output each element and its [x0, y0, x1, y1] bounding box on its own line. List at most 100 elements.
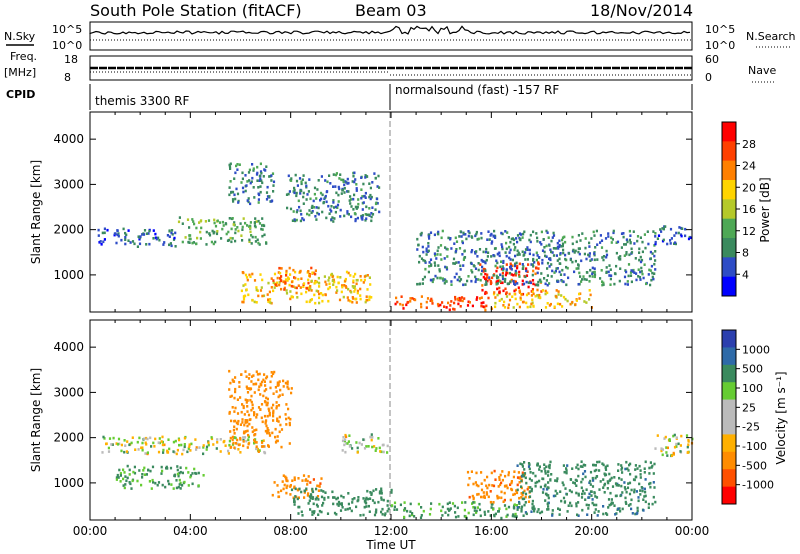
heatmap-cell — [627, 469, 630, 472]
colorbar-tick-label: -100 — [742, 440, 767, 453]
heatmap-cell — [310, 298, 313, 301]
heatmap-cell — [483, 510, 486, 514]
heatmap-cell — [403, 501, 406, 504]
heatmap-cell — [125, 233, 128, 237]
heatmap-cell — [513, 503, 516, 506]
heatmap-cell — [356, 205, 359, 209]
heatmap-cell — [584, 464, 587, 467]
heatmap-cell — [422, 259, 425, 262]
heatmap-cell — [516, 266, 519, 270]
heatmap-cell — [520, 510, 523, 513]
heatmap-cell — [607, 498, 611, 501]
heatmap-cell — [579, 275, 582, 278]
heatmap-cell — [337, 200, 340, 203]
heatmap-cell — [564, 257, 567, 261]
heatmap-cell — [485, 491, 488, 494]
heatmap-cell — [467, 483, 470, 487]
heatmap-cell — [416, 282, 419, 286]
heatmap-cell — [170, 244, 173, 248]
heatmap-cell — [102, 240, 105, 244]
heatmap-cell — [672, 434, 675, 438]
heatmap-cell — [582, 489, 585, 493]
heatmap-cell — [504, 287, 507, 291]
heatmap-cell — [231, 190, 235, 194]
heatmap-cell — [487, 296, 490, 300]
heatmap-cell — [423, 259, 427, 263]
heatmap-cell — [501, 247, 504, 251]
heatmap-cell — [341, 189, 344, 192]
heatmap-cell — [591, 272, 594, 276]
heatmap-cell — [307, 270, 310, 273]
heatmap-cell — [316, 505, 319, 508]
heatmap-cell — [608, 274, 611, 277]
heatmap-cell — [516, 234, 520, 237]
heatmap-cell — [308, 499, 311, 503]
heatmap-cell — [186, 450, 189, 454]
heatmap-cell — [138, 436, 141, 440]
heatmap-cell — [188, 237, 191, 241]
freq-tick-bottom: 8 — [64, 71, 71, 84]
heatmap-cell — [540, 510, 544, 514]
heatmap-cell — [185, 466, 188, 470]
heatmap-cell — [270, 374, 273, 378]
heatmap-cell — [288, 283, 291, 287]
heatmap-cell — [629, 274, 633, 277]
heatmap-cell — [253, 300, 256, 304]
heatmap-cell — [615, 264, 618, 268]
heatmap-cell — [526, 246, 529, 249]
heatmap-cell — [475, 483, 478, 487]
colorbar-swatch — [722, 160, 736, 181]
heatmap-cell — [324, 280, 327, 284]
heatmap-cell — [528, 477, 531, 481]
heatmap-cell — [479, 278, 482, 282]
heatmap-cell — [602, 283, 605, 286]
heatmap-cell — [365, 496, 368, 500]
heatmap-cell — [228, 410, 231, 414]
heatmap-cell — [255, 445, 258, 448]
heatmap-cell — [344, 433, 347, 437]
heatmap-cell — [509, 240, 512, 244]
heatmap-cell — [562, 496, 566, 500]
heatmap-cell — [644, 460, 647, 464]
heatmap-cell — [468, 477, 471, 480]
heatmap-cell — [666, 446, 669, 450]
heatmap-cell — [556, 477, 559, 480]
heatmap-cell — [227, 238, 231, 242]
heatmap-cell — [585, 301, 588, 304]
heatmap-cell — [642, 509, 645, 512]
heatmap-cell — [577, 492, 580, 496]
heatmap-cell — [510, 265, 513, 268]
heatmap-cell — [282, 487, 285, 491]
heatmap-cell — [374, 177, 377, 180]
heatmap-cell — [500, 231, 503, 235]
heatmap-cell — [300, 490, 303, 494]
heatmap-cell — [505, 507, 508, 511]
heatmap-cell — [577, 467, 580, 471]
heatmap-cell — [323, 498, 326, 501]
heatmap-cell — [353, 497, 356, 500]
heatmap-cell — [136, 479, 139, 483]
heatmap-cell — [526, 487, 529, 491]
heatmap-cell — [382, 498, 385, 502]
heatmap-cell — [596, 258, 599, 261]
heatmap-cell — [401, 303, 404, 307]
heatmap-cell — [584, 246, 587, 250]
heatmap-cell — [588, 298, 591, 301]
heatmap-cell — [577, 267, 580, 270]
heatmap-cell — [605, 249, 608, 253]
heatmap-cell — [502, 289, 505, 293]
heatmap-cell — [534, 272, 537, 276]
heatmap-cell — [231, 237, 234, 240]
heatmap-cell — [244, 370, 247, 373]
heatmap-cell — [607, 481, 610, 485]
heatmap-cell — [332, 496, 335, 499]
heatmap-cell — [505, 254, 508, 258]
heatmap-cell — [617, 484, 620, 487]
heatmap-cell — [187, 447, 190, 450]
heatmap-cell — [339, 208, 342, 212]
heatmap-cell — [266, 431, 269, 435]
heatmap-cell — [215, 232, 219, 236]
heatmap-cell — [246, 278, 249, 282]
heatmap-cell — [476, 255, 479, 258]
heatmap-cell — [438, 502, 441, 506]
